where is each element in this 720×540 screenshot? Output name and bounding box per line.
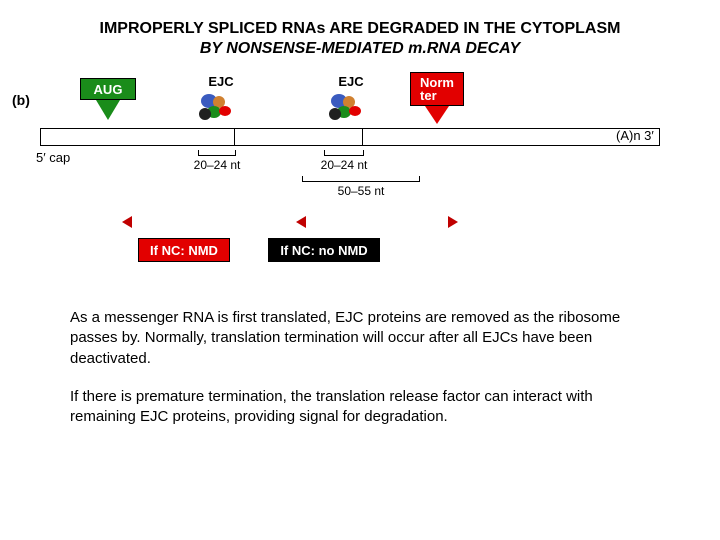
nt-range-1-bracket <box>198 150 236 156</box>
ejc-label-1: EJC <box>201 74 241 89</box>
nt-range-1-label: 20–24 nt <box>182 158 252 172</box>
paragraph-2: If there is premature termination, the t… <box>70 387 650 428</box>
marker-arrow-mid <box>296 216 306 228</box>
exon-junction-1 <box>234 128 235 146</box>
aug-arrow <box>96 100 120 120</box>
ejc-label-2: EJC <box>331 74 371 89</box>
nmd-box: If NC: NMD <box>138 238 230 262</box>
nmd-diagram: 5′ cap(A)n 3′AUGNormterEJCEJC20–24 nt20–… <box>40 78 680 278</box>
nt-range-2-bracket <box>324 150 364 156</box>
marker-arrow-left <box>122 216 132 228</box>
page-title: IMPROPERLY SPLICED RNAs ARE DEGRADED IN … <box>40 20 680 38</box>
norm-ter-box: Normter <box>410 72 464 106</box>
mrna-bar <box>40 128 660 146</box>
page-subtitle: BY NONSENSE-MEDIATED m.RNA DECAY <box>40 40 680 58</box>
nt-range-3-label: 50–55 nt <box>286 184 436 198</box>
nt-range-3-bracket <box>302 176 420 182</box>
polya-label: (A)n 3′ <box>616 128 654 143</box>
no-nmd-box: If NC: no NMD <box>268 238 380 262</box>
five-prime-cap-label: 5′ cap <box>36 150 70 165</box>
ejc-complex-1 <box>199 96 233 126</box>
paragraph-1: As a messenger RNA is first translated, … <box>70 308 650 369</box>
aug-box: AUG <box>80 78 136 100</box>
ejc-complex-2 <box>329 96 363 126</box>
nt-range-2-label: 20–24 nt <box>308 158 380 172</box>
panel-label: (b) <box>12 92 30 108</box>
exon-junction-2 <box>362 128 363 146</box>
norm-ter-arrow <box>425 106 449 124</box>
marker-arrow-right <box>448 216 458 228</box>
